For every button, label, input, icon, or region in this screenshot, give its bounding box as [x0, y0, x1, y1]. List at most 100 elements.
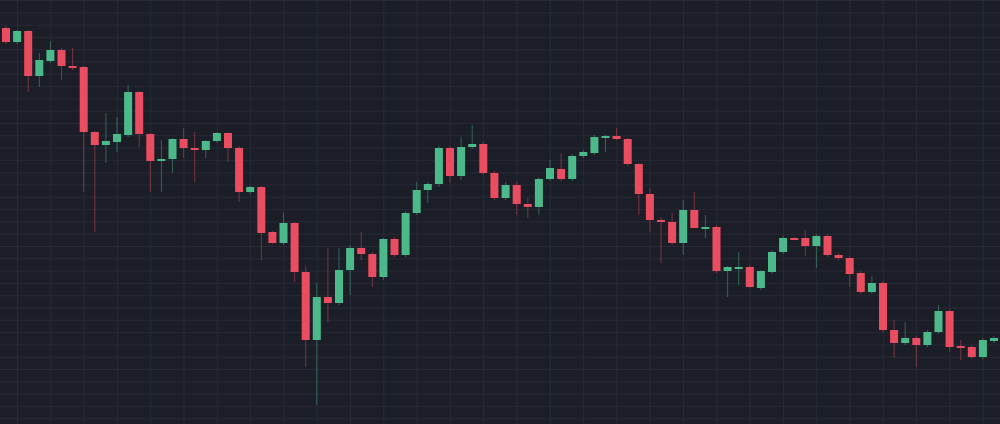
candle-down [24, 30, 33, 92]
candle-up [312, 283, 321, 405]
candle-down [879, 281, 887, 332]
candle-up [279, 213, 288, 245]
candle-body [101, 141, 110, 145]
candle-down [790, 237, 799, 240]
candle-body [734, 267, 743, 269]
candle-up [201, 140, 210, 158]
candle-body [845, 258, 854, 274]
candle-body [412, 190, 421, 213]
candle-body [612, 136, 621, 139]
candle-down [523, 198, 532, 218]
candle-body [68, 66, 77, 68]
candle-body [590, 137, 599, 153]
candle-body [745, 267, 754, 287]
candle-body [645, 194, 654, 220]
candle-down [90, 131, 99, 232]
candle-up [346, 245, 355, 295]
candle-up [401, 211, 410, 257]
candle-body [479, 144, 488, 173]
candle-body [446, 148, 454, 176]
candle-down [801, 230, 810, 256]
candle-body [879, 283, 887, 330]
candle-body [235, 148, 244, 192]
candle-down [179, 128, 188, 158]
candle-body [179, 139, 188, 148]
candle-body [701, 227, 710, 229]
candle-body [867, 283, 876, 292]
candle-up [867, 276, 876, 294]
candle-down [290, 222, 299, 282]
candle-body [779, 238, 788, 252]
candle-body [323, 297, 332, 303]
candle-body [390, 239, 399, 255]
candle-up [990, 336, 998, 343]
candle-up [701, 215, 710, 238]
candle-down [479, 142, 488, 175]
candle-down [57, 48, 66, 80]
candle-body [423, 184, 432, 190]
candle-down [301, 266, 310, 367]
candle-down [357, 232, 366, 260]
candle-down [235, 146, 244, 202]
candle-up [157, 140, 166, 192]
candle-body [512, 185, 521, 204]
candle-up [212, 132, 221, 143]
candle-body [990, 338, 998, 341]
candle-down [856, 271, 865, 294]
candle-body [335, 270, 343, 303]
candle-up [501, 182, 510, 200]
candle-body [135, 92, 144, 134]
candle-body [890, 330, 899, 343]
candle-body [346, 248, 355, 270]
candle-body [434, 148, 443, 184]
candle-down [945, 309, 954, 352]
candle-up [901, 322, 910, 345]
candle-up [423, 182, 432, 203]
candle-body [945, 311, 954, 347]
candle-up [768, 250, 776, 274]
candle-body [834, 255, 843, 258]
candle-body [523, 204, 532, 207]
candle-down [623, 138, 632, 166]
candle-up [756, 270, 765, 290]
candle-body [157, 159, 166, 161]
candle-up [379, 238, 388, 280]
candle-body [357, 248, 366, 254]
candle-down [146, 133, 155, 192]
candle-body [801, 238, 810, 246]
candle-body [490, 173, 499, 198]
candle-body [268, 232, 277, 243]
candle-body [290, 223, 299, 272]
candle-body [13, 31, 22, 42]
candle-body [312, 297, 321, 340]
candle-body [90, 132, 99, 145]
candle-body [912, 338, 921, 345]
candle-down [79, 66, 88, 192]
candle-up [679, 200, 688, 255]
candle-up [568, 154, 577, 181]
candle-up [534, 177, 543, 215]
candle-body [368, 254, 377, 277]
candle-body [224, 133, 232, 148]
candle-body [934, 311, 943, 332]
candle-up [934, 305, 943, 334]
candle-down [834, 253, 843, 260]
candle-up [113, 117, 121, 152]
candle-body [657, 220, 665, 222]
candle-body [823, 236, 832, 255]
candle-body [457, 147, 466, 176]
candle-down [645, 188, 654, 232]
candle-body [301, 272, 310, 340]
candle-down [512, 182, 521, 215]
candle-down [845, 256, 854, 287]
candle-up [46, 41, 55, 63]
candle-body [534, 179, 543, 207]
candle-down [956, 340, 965, 360]
candle-body [723, 267, 732, 271]
candle-body [668, 222, 677, 243]
candle-body [35, 60, 44, 76]
candle-body [212, 133, 221, 141]
